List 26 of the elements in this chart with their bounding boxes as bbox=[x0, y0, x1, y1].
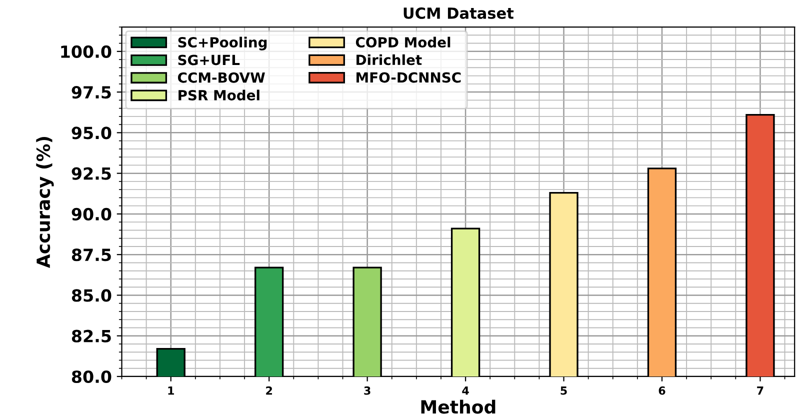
legend-label: Dirichlet bbox=[356, 54, 422, 66]
legend-label: CCM-BOVW bbox=[178, 72, 265, 83]
x-tick-label: 2 bbox=[266, 386, 272, 395]
x-tick-label: 6 bbox=[658, 386, 666, 395]
x-tick-label: 7 bbox=[757, 386, 764, 395]
y-tick-label: 87.5 bbox=[72, 248, 111, 262]
y-tick-label: 90.0 bbox=[72, 208, 112, 221]
y-tick-label: 82.5 bbox=[72, 330, 111, 342]
x-tick-label: 1 bbox=[168, 386, 174, 395]
legend-label: PSR Model bbox=[178, 90, 260, 100]
x-tick-label: 3 bbox=[364, 386, 370, 395]
y-tick-label: 95.0 bbox=[72, 126, 112, 140]
y-tick-label: 97.5 bbox=[72, 86, 111, 99]
x-tick-label: 4 bbox=[462, 386, 469, 395]
y-axis-title: Accuracy (%) bbox=[36, 136, 54, 268]
x-tick-label: 5 bbox=[560, 386, 567, 395]
y-tick-label: 80.0 bbox=[72, 370, 112, 384]
y-tick-label: 85.0 bbox=[72, 289, 112, 302]
y-tick-label: 100.0 bbox=[61, 45, 112, 58]
y-tick-label: 92.5 bbox=[72, 167, 111, 180]
legend-label: SG+UFL bbox=[178, 54, 240, 66]
legend-label: SC+Pooling bbox=[178, 36, 267, 50]
chart-title: UCM Dataset bbox=[404, 7, 514, 19]
x-axis-title: Method bbox=[421, 400, 496, 414]
legend-label: MFO-DCNNSC bbox=[356, 72, 461, 83]
legend-label: COPD Model bbox=[356, 36, 450, 48]
